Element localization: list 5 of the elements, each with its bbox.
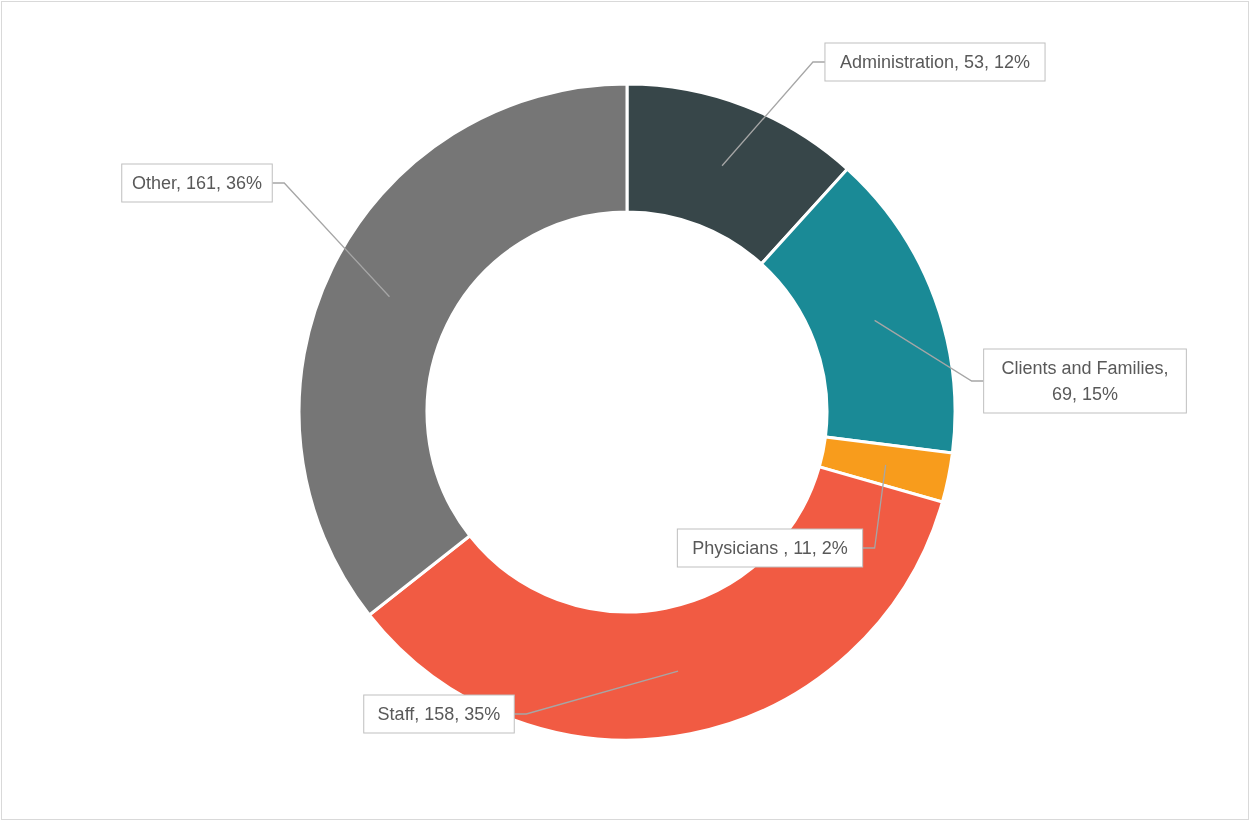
slice-label: Physicians , 11, 2% xyxy=(692,538,848,558)
slice-label: Clients and Families, 69, 15% xyxy=(1001,358,1169,404)
slice-label: Other, 161, 36% xyxy=(131,173,263,193)
slice-label: Administration, 53, 12% xyxy=(839,52,1031,72)
slice-label: Staff, 158, 35% xyxy=(377,704,501,724)
